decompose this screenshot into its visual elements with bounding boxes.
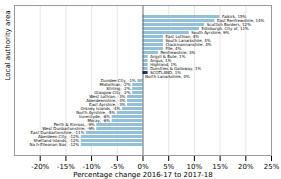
svg-text:Aberdeenshire, -3%: Aberdeenshire, -3% [86, 98, 126, 104]
svg-text:Moray, -6%: Moray, -6% [87, 118, 111, 124]
svg-text:5%: 5% [163, 163, 175, 172]
svg-text:-10%: -10% [82, 163, 101, 172]
svg-text:East Ayrshire, -3%: East Ayrshire, -3% [89, 102, 126, 108]
svg-text:Angus, 1%: Angus, 1% [150, 58, 172, 64]
svg-text:10%: 10% [186, 163, 203, 172]
svg-text:Dundee City, -1%: Dundee City, -1% [100, 78, 136, 84]
svg-text:15%: 15% [212, 163, 228, 171]
svg-text:Na h-Eileanan Siar, -12%: Na h-Eileanan Siar, -12% [30, 142, 80, 147]
svg-text:South Lanarkshire, 4%: South Lanarkshire, 4% [165, 38, 211, 44]
svg-text:West Lothian, -3%: West Lothian, -3% [89, 94, 126, 100]
svg-text:Renfrewshire, 3%: Renfrewshire, 3% [160, 50, 196, 56]
svg-text:0%: 0% [137, 163, 149, 172]
svg-text:East Lothian, 4%: East Lothian, 4% [165, 34, 200, 40]
svg-text:East Dunbartonshire, -11%: East Dunbartonshire, -11% [30, 130, 85, 136]
svg-text:West Dunbartonshire, -9%: West Dunbartonshire, -9% [42, 126, 95, 132]
svg-text:Falkirk, 15%: Falkirk, 15% [222, 14, 247, 20]
svg-text:Aberdeen City, -12%: Aberdeen City, -12% [38, 134, 80, 140]
svg-text:25%: 25% [264, 163, 280, 171]
svg-text:Argyll & Bute, 1%: Argyll & Bute, 1% [150, 54, 186, 60]
svg-text:Stirling, -2%: Stirling, -2% [106, 86, 131, 92]
svg-text:-20%: -20% [31, 163, 49, 171]
svg-text:-15%: -15% [56, 163, 75, 172]
svg-text:Local authority area: Local authority area [4, 10, 12, 80]
svg-text:Glasgow City, -2%: Glasgow City, -2% [94, 90, 131, 96]
svg-text:Scottish Borders, 12%: Scottish Borders, 12% [206, 22, 251, 28]
svg-text:Edinburgh, City of, 11%: Edinburgh, City of, 11% [201, 26, 249, 32]
svg-text:East Renfrewshire, 14%: East Renfrewshire, 14% [217, 18, 265, 24]
svg-text:Inverclyde, -6%: Inverclyde, -6% [79, 114, 111, 120]
svg-text:North Ayrshire, -5%: North Ayrshire, -5% [76, 110, 116, 116]
svg-text:Shetland Islands, -12%: Shetland Islands, -12% [33, 138, 80, 144]
svg-text:Clackmannanshire, 4%: Clackmannanshire, 4% [165, 42, 212, 48]
svg-text:Percentage change 2016-17 to 2: Percentage change 2016-17 to 2017-18 [73, 171, 213, 179]
svg-text:Orkney Islands, -4%: Orkney Islands, -4% [80, 106, 121, 112]
svg-text:Fife, 4%: Fife, 4% [165, 46, 182, 52]
svg-text:20%: 20% [238, 163, 254, 171]
svg-text:South Ayrshire, 9%: South Ayrshire, 9% [191, 30, 230, 36]
svg-text:North Lanarkshire, 0%: North Lanarkshire, 0% [145, 74, 190, 79]
svg-text:Midlothian, -2%: Midlothian, -2% [99, 82, 131, 88]
svg-text:-5%: -5% [110, 163, 125, 172]
svg-text:Highland, 1%: Highland, 1% [150, 62, 177, 68]
svg-text:Perth & Kinross, -9%: Perth & Kinross, -9% [53, 122, 95, 128]
svg-text:SCOTLAND, 1%: SCOTLAND, 1% [150, 70, 182, 76]
svg-text:Dumfries & Galloway, 1%: Dumfries & Galloway, 1% [150, 66, 202, 72]
